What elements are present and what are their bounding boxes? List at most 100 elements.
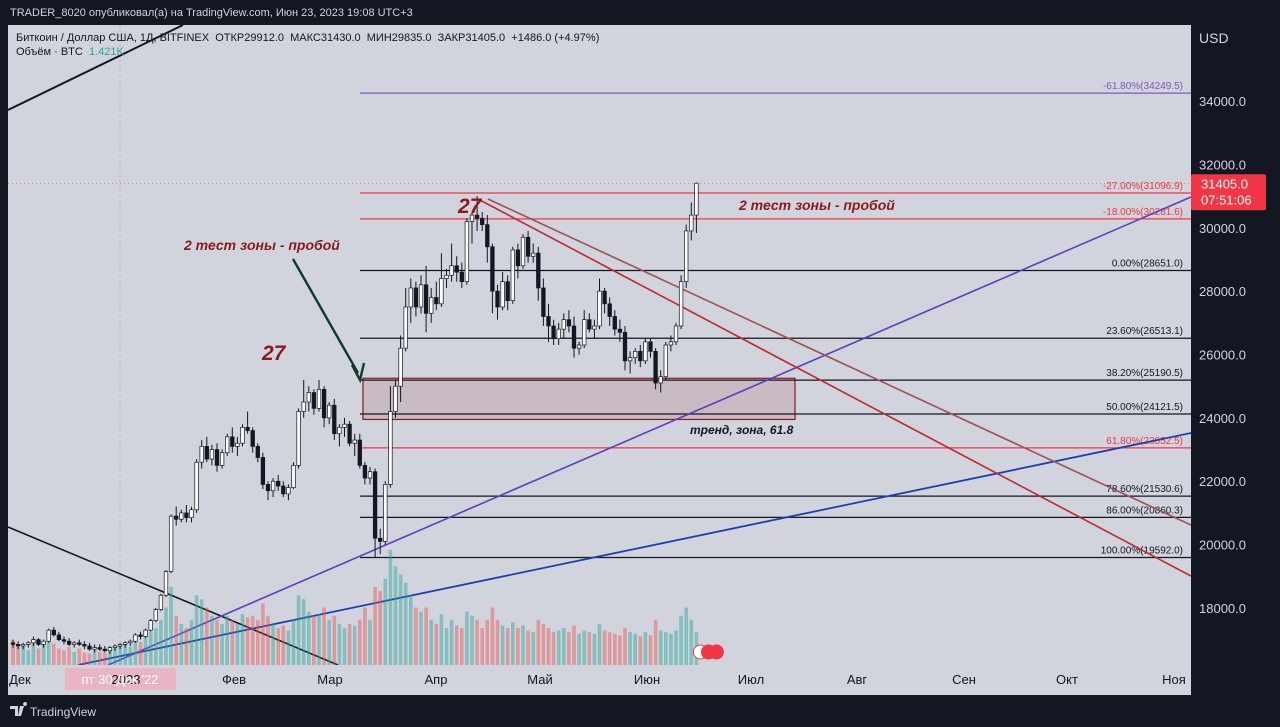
candle-body — [418, 284, 424, 308]
time-tick-label: Дек — [9, 672, 31, 687]
volume-bar — [444, 628, 449, 665]
candle-body — [276, 480, 281, 487]
candle-body — [546, 316, 551, 327]
candle-body — [490, 246, 495, 292]
volume-bar — [301, 599, 306, 665]
price-tick-label: 32000.0 — [1199, 157, 1246, 172]
price-axis[interactable]: USD 34000.0 32000.0 30000.0 28000.0 26000.0 24… — [1191, 25, 1273, 695]
volume-bar — [516, 628, 520, 665]
annotation-zone-test-left[interactable]: 2 тест зоны - пробой — [184, 237, 340, 253]
candle-body — [627, 357, 633, 362]
candle-body — [429, 297, 434, 314]
volume-bar — [490, 607, 495, 665]
annotation-trend-note[interactable]: тренд, зона, 61.8 — [690, 423, 794, 437]
annotation-count-right[interactable]: 27 — [458, 195, 482, 218]
candle-body — [434, 297, 439, 305]
candle-body — [31, 639, 36, 644]
legend-volume-label[interactable]: Объём · BTC — [16, 46, 83, 58]
volume-bar — [123, 643, 127, 665]
price-axis-canvas[interactable]: USD 34000.0 32000.0 30000.0 28000.0 26000.0 24… — [1191, 25, 1273, 695]
candle-body — [255, 446, 260, 458]
candle-body — [209, 449, 215, 460]
fib-level-label: -18.00%(30281.6) — [1103, 207, 1183, 218]
volume-bar — [342, 628, 347, 665]
candle-body — [362, 465, 368, 479]
volume-bar — [220, 623, 224, 665]
candle-body — [51, 629, 56, 636]
fib-level-label: -61.80%(34249.5) — [1103, 81, 1183, 92]
candle-body — [199, 446, 204, 463]
candle-body — [398, 347, 403, 387]
volume-bar — [460, 628, 464, 665]
volume-bar — [179, 623, 184, 665]
volume-bar — [210, 615, 214, 665]
fib-level-label: 61.80%(23052.5) — [1106, 436, 1183, 447]
candle-body — [510, 249, 515, 301]
time-axis-canvas[interactable]: Дек 2023 Фев Мар Апр Май Июн Июл Авг Сен Окт Ноя пт … — [8, 665, 1191, 695]
volume-bar — [439, 614, 444, 665]
candle-body — [423, 284, 429, 314]
volume-bar — [424, 607, 428, 665]
volume-bar — [352, 625, 357, 665]
candle-body — [306, 392, 311, 403]
chart-legend: Биткоин / Доллар США, 1Д, BITFINEX ОТКР2… — [16, 31, 599, 59]
candle-body — [316, 389, 322, 409]
candle-body — [107, 647, 113, 652]
candle-body — [551, 325, 556, 340]
trendline-blue — [77, 432, 1191, 665]
volume-bar — [383, 578, 388, 665]
candle-body — [327, 404, 332, 419]
time-tick-label: Фев — [222, 672, 246, 687]
volume-bar — [648, 635, 653, 665]
time-tick-label: Сен — [952, 672, 976, 687]
volume-bar — [245, 617, 250, 665]
price-tick-label: 30000.0 — [1199, 221, 1246, 236]
volume-bar — [113, 646, 117, 665]
time-axis[interactable]: Дек 2023 Фев Мар Апр Май Июн Июл Авг Сен Окт Ноя пт … — [8, 665, 1191, 695]
volume-bar — [322, 607, 326, 665]
candle-body — [413, 287, 419, 308]
date-badge-label: пт 30 Дек '22 — [82, 672, 159, 687]
candle-body — [464, 221, 470, 282]
volume-bar — [261, 603, 265, 665]
volume-bar — [454, 625, 459, 665]
volume-bar — [567, 632, 571, 665]
candle-body — [520, 236, 526, 267]
volume-bar — [31, 642, 36, 665]
candle-body — [174, 515, 179, 520]
volume-bar — [41, 645, 46, 665]
volume-bar — [205, 607, 209, 665]
candle-body — [576, 344, 582, 349]
candle-body — [648, 341, 653, 352]
volume-bar — [164, 607, 168, 665]
time-tick-label: Май — [527, 672, 552, 687]
candle-body — [61, 639, 67, 642]
tradingview-logo-icon — [10, 702, 28, 716]
volume-bar — [414, 607, 418, 665]
legend-symbol[interactable]: Биткоин / Доллар США, 1Д, BITFINEX — [16, 32, 210, 44]
volume-bar — [108, 648, 112, 665]
volume-bar — [225, 615, 229, 665]
candle-body — [270, 480, 276, 492]
volume-bar — [271, 623, 275, 665]
annotation-zone-test-right[interactable]: 2 тест зоны - пробой — [739, 197, 895, 213]
volume-bar — [505, 628, 510, 665]
candle-body — [602, 290, 607, 305]
candle-body — [668, 341, 674, 346]
candle-body — [673, 325, 679, 343]
publisher-line: TRADER_8020 опубликовал(а) на TradingVie… — [10, 7, 413, 19]
chart-canvas[interactable]: -61.80%(34249.5) -27.00%(31096.9) -18.00%(… — [8, 25, 1191, 665]
candle-body — [388, 411, 393, 485]
volume-bar — [577, 633, 581, 665]
fib-level-label: -27.00%(31096.9) — [1103, 181, 1183, 192]
chart-pane[interactable]: -61.80%(34249.5) -27.00%(31096.9) -18.00%(… — [8, 25, 1191, 665]
candle-body — [678, 281, 684, 327]
volume-bar — [449, 619, 454, 665]
volume-bar — [62, 650, 66, 665]
annotation-arrow-head — [350, 362, 366, 384]
candle-body — [566, 319, 572, 327]
volume-bar — [378, 591, 382, 665]
volume-bar — [312, 615, 316, 665]
candle-body — [179, 512, 184, 520]
annotation-count-left[interactable]: 27 — [262, 342, 286, 365]
